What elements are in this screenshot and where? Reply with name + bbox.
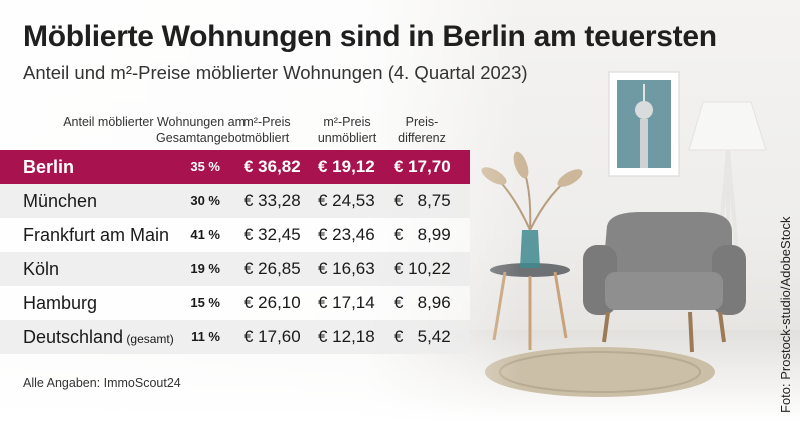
price-furnished-cell: € 33,28 — [244, 191, 301, 210]
table-row: Deutschland (gesamt) 11 % € 17,60 € 12,18 € … — [0, 320, 470, 354]
round-rug — [485, 347, 715, 397]
framed-picture — [608, 71, 680, 177]
header-price-furnished: m²-Preis möbliert — [243, 115, 291, 145]
price-furnished-cell: € 36,82 — [244, 157, 301, 176]
price-difference-cell: € 8,75 — [394, 191, 451, 210]
price-furnished-cell: € 17,60 — [244, 327, 301, 346]
price-unfurnished-cell: € 19,12 — [318, 157, 375, 176]
header-share: Anteil möblierter Wohnungen am Gesamtang… — [63, 115, 245, 145]
price-difference-cell: € 8,99 — [394, 225, 451, 244]
share-cell: 30 % — [190, 193, 220, 208]
price-furnished-cell: € 32,45 — [244, 225, 301, 244]
header-price-unfurnished: m²-Preis unmöbliert — [317, 115, 377, 145]
city-name: Köln — [23, 259, 60, 279]
share-cell: 19 % — [190, 261, 220, 276]
photo-credit: Foto: Prostock-studio/AdobeStock — [778, 216, 793, 413]
table-row: München 30 % € 33,28 € 24,53 € 8,75 — [0, 184, 470, 218]
share-cell: 15 % — [190, 295, 220, 310]
price-unfurnished-cell: € 17,14 — [318, 293, 375, 312]
price-unfurnished-cell: € 23,46 — [318, 225, 375, 244]
share-cell: 35 % — [190, 159, 220, 174]
price-table: Berlin 35 % € 36,82 € 19,12 € 17,70 München 30… — [0, 150, 470, 354]
price-difference-cell: € 5,42 — [394, 327, 451, 346]
armchair — [583, 212, 746, 353]
city-cell: Berlin — [23, 150, 74, 184]
table-row: Hamburg 15 % € 26,10 € 17,14 € 8,96 — [0, 286, 470, 320]
city-cell: Deutschland (gesamt) — [23, 320, 174, 356]
city-cell: München — [23, 184, 97, 218]
city-name: Berlin — [23, 157, 75, 177]
city-name: Hamburg — [23, 293, 98, 313]
price-furnished-cell: € 26,10 — [244, 293, 301, 312]
price-unfurnished-cell: € 12,18 — [318, 327, 375, 346]
chart-title: Möblierte Wohnungen sind in Berlin am te… — [23, 20, 717, 53]
source-note: Alle Angaben: ImmoScout24 — [23, 376, 181, 390]
table-row: Köln 19 % € 26,85 € 16,63 € 10,22 — [0, 252, 470, 286]
city-cell: Frankfurt am Main — [23, 218, 169, 252]
share-cell: 41 % — [190, 227, 220, 242]
price-unfurnished-cell: € 24,53 — [318, 191, 375, 210]
city-cell: Hamburg — [23, 286, 97, 320]
price-unfurnished-cell: € 16,63 — [318, 259, 375, 278]
header-price-difference: Preis-differenz — [398, 115, 446, 145]
city-note: (gesamt) — [123, 332, 174, 346]
table-row: Berlin 35 % € 36,82 € 19,12 € 17,70 — [0, 150, 470, 184]
table-row: Frankfurt am Main 41 % € 32,45 € 23,46 € 8,9… — [0, 218, 470, 252]
city-name: München — [23, 191, 98, 211]
chart-subtitle: Anteil und m²-Preise möblierter Wohnunge… — [23, 62, 528, 83]
share-cell: 11 % — [191, 329, 220, 344]
city-name: Frankfurt am Main — [23, 225, 170, 245]
city-name: Deutschland — [23, 327, 124, 347]
city-cell: Köln — [23, 252, 59, 286]
price-difference-cell: € 8,96 — [394, 293, 451, 312]
price-difference-cell: € 17,70 — [394, 157, 451, 176]
price-difference-cell: € 10,22 — [394, 259, 451, 278]
price-furnished-cell: € 26,85 — [244, 259, 301, 278]
